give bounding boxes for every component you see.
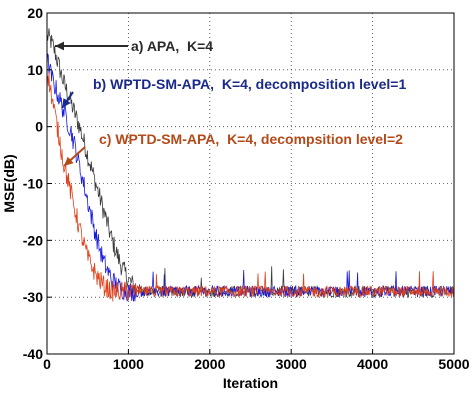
axis-ticks: 0 1000 2000 3000 4000 5000 20 10 0 -10 -20 -30 -40 [23,5,470,372]
series-line-3 [46,72,455,302]
annotation-a: a) APA, K=4 [131,38,213,54]
annotation-arrow-c-head [64,156,74,166]
y-tick-label: 10 [27,62,43,78]
y-tick-label: -20 [23,232,43,248]
x-tick-label: 1000 [113,356,144,372]
y-tick-label: -10 [23,176,43,192]
grid-lines [47,13,454,354]
y-tick-label: -40 [23,346,43,362]
series-layer [46,28,455,302]
annotation-arrow-b-head [62,98,71,108]
x-tick-label: 3000 [276,356,307,372]
y-tick-label: 20 [27,5,43,21]
x-tick-label: 0 [43,356,51,372]
series-line-1 [46,28,455,299]
annotation-arrow-a-head [55,41,65,51]
y-tick-label: 0 [35,119,43,135]
annotation-c: c) WPTD-SM-APA, K=4, decompsition level=… [99,131,403,147]
y-axis-label: MSE(dB) [1,154,17,212]
y-tick-label: -30 [23,289,43,305]
x-tick-label: 5000 [438,356,469,372]
annotation-b: b) WPTD-SM-APA, K=4, decomposition level… [93,76,406,92]
x-tick-label: 4000 [357,356,388,372]
plot-frame [46,12,455,355]
series-line-2 [46,53,454,302]
x-axis-label: Iteration [223,375,278,391]
annotations-layer: a) APA, K=4 b) WPTD-SM-APA, K=4, decompos… [55,38,406,167]
x-tick-label: 2000 [194,356,225,372]
